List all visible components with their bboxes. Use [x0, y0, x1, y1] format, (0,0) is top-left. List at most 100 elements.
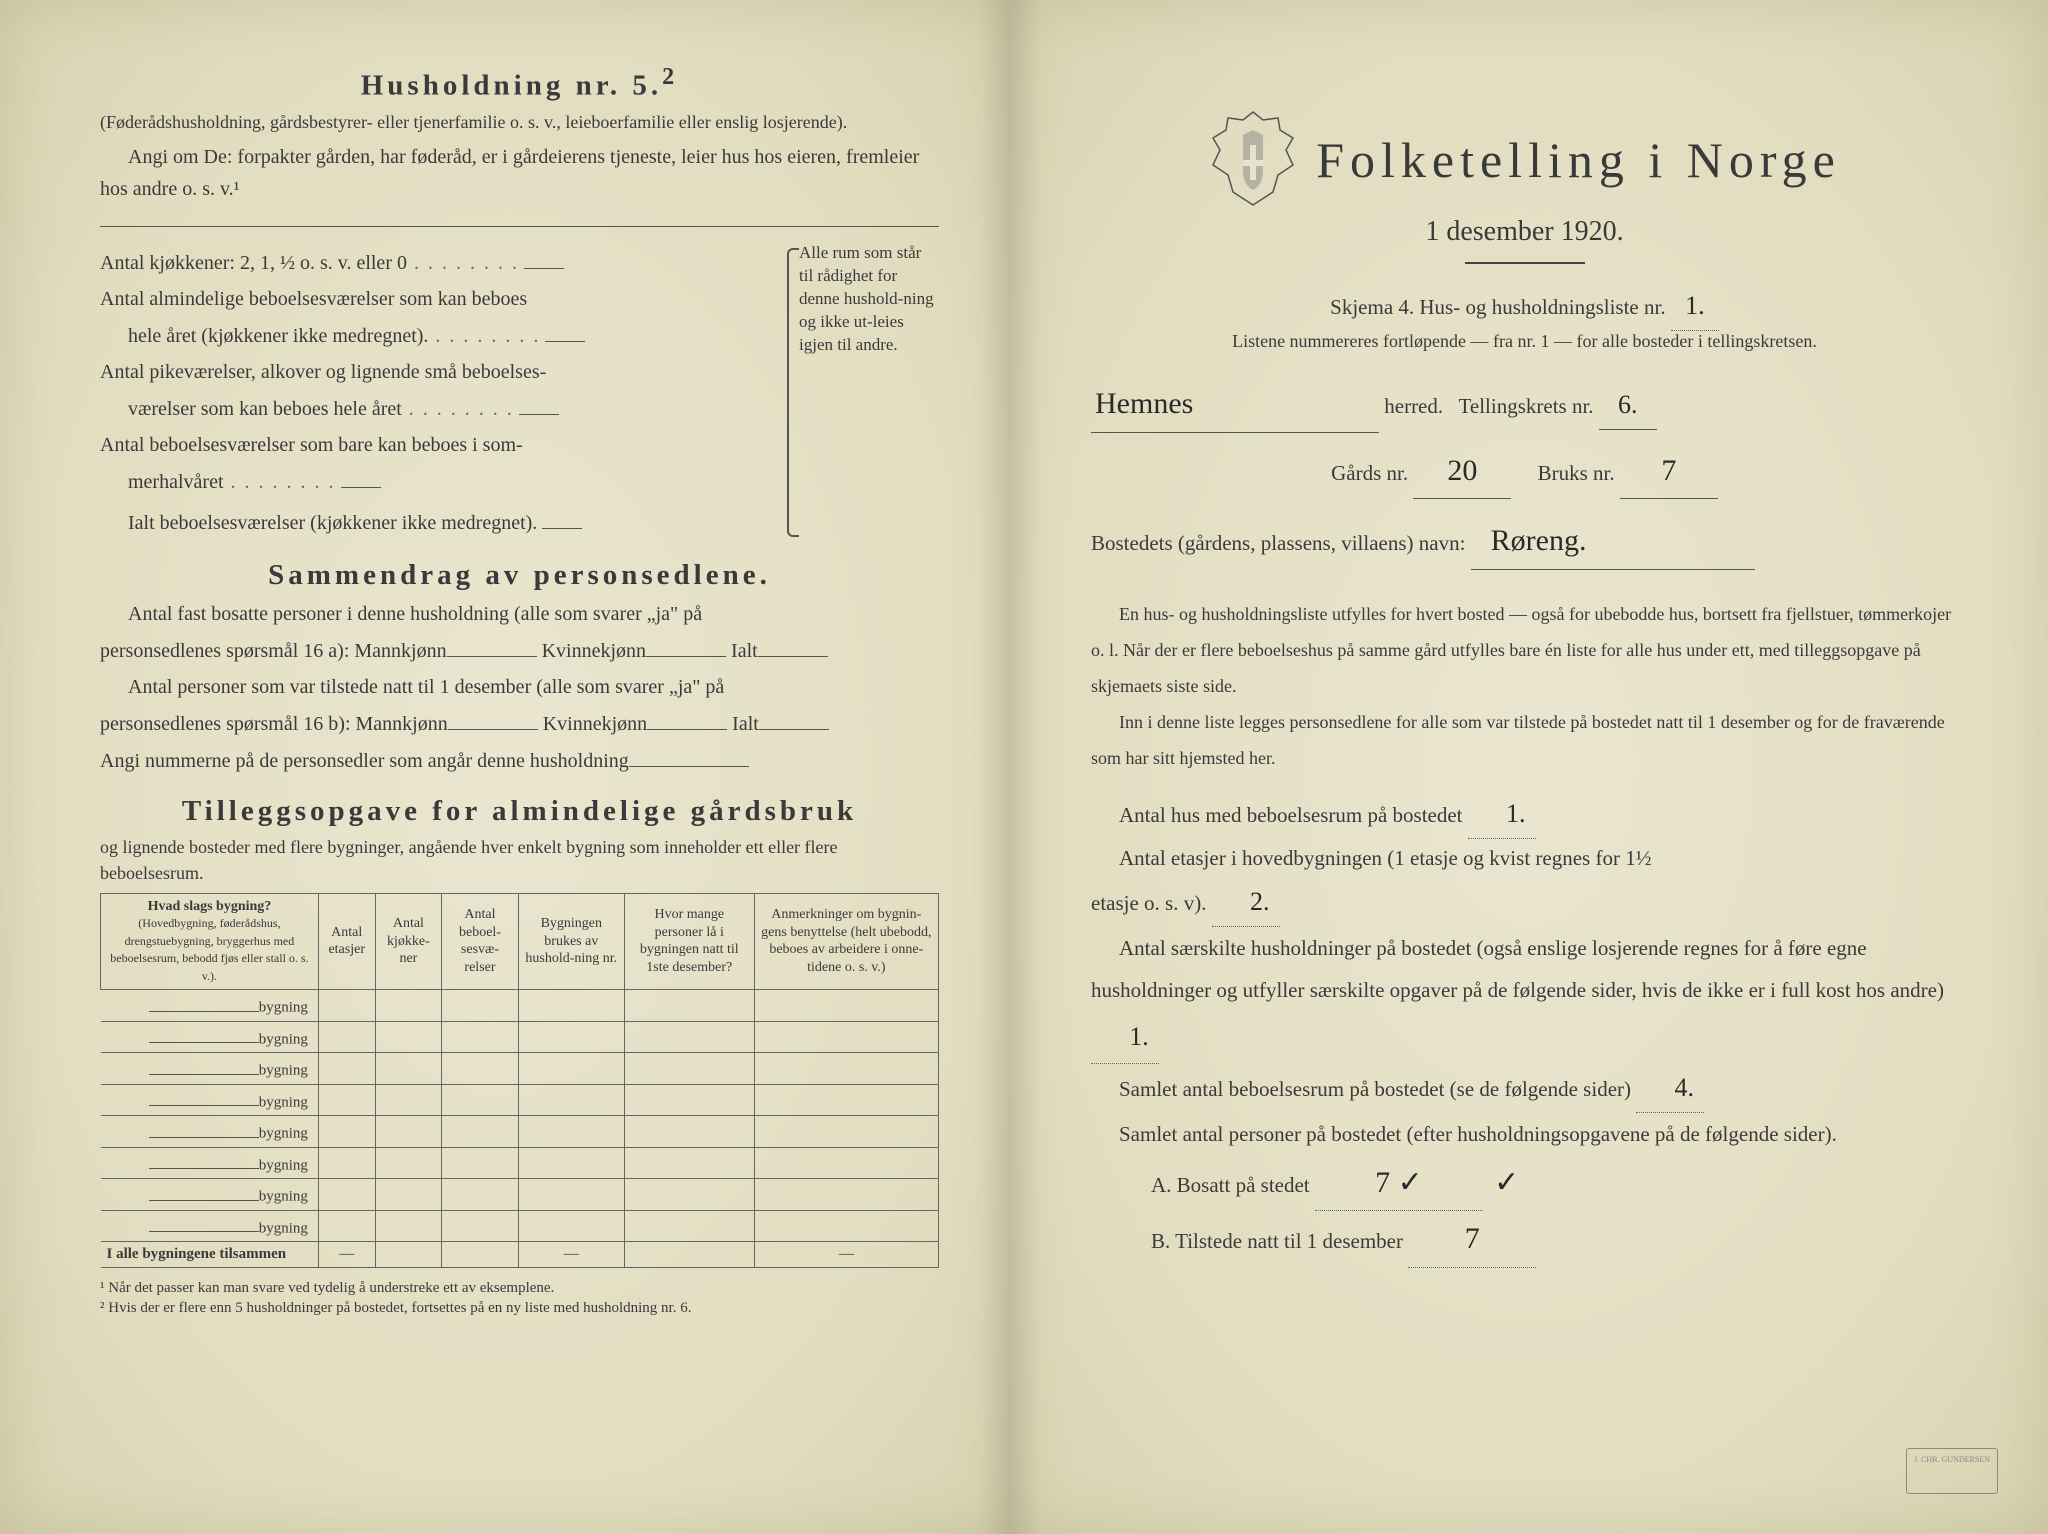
tillegg-sub: og lignende bosteder med flere bygninger… — [100, 834, 939, 886]
summary-p1a: Antal fast bosatte personer i denne hush… — [100, 598, 939, 630]
herred-value: Hemnes — [1091, 376, 1379, 433]
summary-k2: Kvinnekjønn — [543, 713, 647, 735]
summary-p1b: personsedlenes spørsmål 16 a): Mannkjønn… — [100, 634, 939, 667]
left-page: Husholdning nr. 5.2 (Føderådshusholdning… — [0, 0, 1010, 1534]
th-bygning: Hvad slags bygning? (Hovedbygning, føder… — [101, 893, 319, 990]
summary-p2b: personsedlenes spørsmål 16 b): Mannkjønn… — [100, 707, 939, 740]
rooms-l5: Ialt beboelsesværelser (kjøkkener ikke m… — [100, 506, 787, 539]
table-row: bygning — [101, 1084, 939, 1116]
body-p2: Inn i denne liste legges personsedlene f… — [1091, 704, 1958, 776]
rooms-l4b: merhalvåret — [100, 465, 787, 498]
left-heading: Husholdning nr. 5.2 — [100, 63, 939, 103]
qa-line: A. Bosatt på stedet 7 ✓ ✓ — [1151, 1155, 1958, 1212]
table-row: bygning — [101, 1210, 939, 1242]
rooms-l1-text: Antal kjøkkener: 2, 1, ½ o. s. v. eller … — [100, 252, 407, 274]
herred-label: herred. — [1384, 394, 1443, 418]
main-title: Folketelling i Norge — [1316, 131, 1841, 189]
qa-check: ✓ — [1488, 1166, 1525, 1199]
listene-note: Listene nummereres fortløpende — fra nr.… — [1091, 331, 1958, 352]
q1-value: 1. — [1468, 790, 1536, 839]
rooms-l3a: Antal pikeværelser, alkover og lignende … — [100, 356, 787, 388]
q2b-label: etasje o. s. v). — [1091, 891, 1206, 915]
bostedet-line: Bostedets (gårdens, plassens, villaens) … — [1091, 513, 1958, 570]
th-bygning-sub: (Hovedbygning, føderådshus, drengstuebyg… — [110, 916, 308, 983]
tk-value: 6. — [1599, 381, 1657, 430]
th-etasjer: Antal etasjer — [318, 893, 375, 990]
rooms-l4a: Antal beboelsesværelser som bare kan beb… — [100, 429, 787, 461]
summary-heading: Sammendrag av personsedlene. — [100, 559, 939, 592]
table-row: bygning — [101, 1179, 939, 1211]
summary-p3: Angi nummerne på de personsedler som ang… — [100, 744, 939, 777]
th-kjokken: Antal kjøkke-ner — [375, 893, 442, 990]
document-spread: Husholdning nr. 5.2 (Føderådshusholdning… — [0, 0, 2048, 1534]
rooms-l1: Antal kjøkkener: 2, 1, ½ o. s. v. eller … — [100, 246, 787, 279]
th-personer: Hvor mange personer lå i bygningen natt … — [624, 893, 754, 990]
summary-p2b-text: personsedlenes spørsmål 16 b): Mannkjønn — [100, 713, 448, 735]
table-row: bygning — [101, 1116, 939, 1148]
q1-line: Antal hus med beboelsesrum på bostedet 1… — [1091, 790, 1958, 839]
coat-of-arms-icon — [1208, 110, 1298, 210]
subtitle-date: 1 desember 1920. — [1091, 216, 1958, 248]
summary-k1: Kvinnekjønn — [542, 640, 646, 662]
footnote-1: ¹ Når det passer kan man svare ved tydel… — [100, 1278, 939, 1298]
brace-note: Alle rum som står til rådighet for denne… — [787, 242, 939, 543]
title-rule — [1465, 262, 1585, 264]
th-brukes: Bygningen brukes av hushold-ning nr. — [518, 893, 624, 990]
q3-value: 1. — [1091, 1011, 1159, 1064]
total-dash: — — [318, 1242, 375, 1268]
summary-p1b-text: personsedlenes spørsmål 16 a): Mannkjønn — [100, 640, 447, 662]
q1-label: Antal hus med beboelsesrum på bostedet — [1119, 803, 1463, 827]
footnote-2: ² Hvis der er flere enn 5 husholdninger … — [100, 1298, 939, 1318]
heading-text: Husholdning nr. 5. — [361, 70, 662, 102]
tk-label: Tellingskrets nr. — [1459, 394, 1594, 418]
rooms-l5-text: Ialt beboelsesværelser (kjøkkener ikke m… — [128, 512, 537, 534]
table-row: bygning — [101, 1021, 939, 1053]
rooms-l2b: hele året (kjøkkener ikke medregnet). — [100, 319, 787, 352]
rooms-l3b: værelser som kan beboes hele året — [100, 392, 787, 425]
q4-value: 4. — [1636, 1064, 1704, 1113]
qb-line: B. Tilstede natt til 1 desember 7 — [1151, 1211, 1958, 1268]
q4-line: Samlet antal beboelsesrum på bostedet (s… — [1091, 1064, 1958, 1113]
rooms-l2b-text: hele året (kjøkkener ikke medregnet). — [128, 325, 428, 347]
tillegg-heading: Tilleggsopgave for almindelige gårdsbruk — [100, 795, 939, 828]
q3-line: Antal særskilte husholdninger på bostede… — [1091, 927, 1958, 1064]
intro-instruction: Angi om De: forpakter gården, har føderå… — [100, 141, 939, 205]
q4-label: Samlet antal beboelsesrum på bostedet (s… — [1119, 1077, 1631, 1101]
gards-line: Gårds nr. 20 Bruks nr. 7 — [1091, 443, 1958, 500]
bruks-value: 7 — [1620, 443, 1718, 500]
qa-label: A. Bosatt på stedet — [1151, 1173, 1310, 1197]
footnotes: ¹ Når det passer kan man svare ved tydel… — [100, 1278, 939, 1319]
printer-stamp: J. CHR. GUNDERSEN — [1906, 1448, 1998, 1494]
q5-line: Samlet antal personer på bostedet (efter… — [1091, 1113, 1958, 1155]
rooms-block: Antal kjøkkener: 2, 1, ½ o. s. v. eller … — [100, 242, 939, 543]
qa-value: 7 ✓ — [1315, 1155, 1483, 1212]
table-row: bygning — [101, 990, 939, 1022]
summary-ialt1: Ialt — [731, 640, 758, 662]
gards-label: Gårds nr. — [1331, 461, 1408, 485]
total-row-label: I alle bygningene tilsammen — [101, 1242, 319, 1268]
fill-line — [100, 209, 939, 228]
total-dash2: — — [518, 1242, 624, 1268]
intro-paren: (Føderådshusholdning, gårdsbestyrer- ell… — [100, 109, 939, 135]
rooms-l4b-text: merhalvåret — [128, 471, 224, 493]
th-bygning-title: Hvad slags bygning? — [148, 899, 272, 914]
q3-label: Antal særskilte husholdninger på bostede… — [1091, 936, 1944, 1002]
skjema-value: 1. — [1671, 282, 1719, 331]
q2-value: 2. — [1212, 878, 1280, 927]
th-beboelse: Antal beboel-sesvæ-relser — [442, 893, 519, 990]
title-block: Folketelling i Norge 1 desember 1920. — [1091, 110, 1958, 264]
bruks-label: Bruks nr. — [1538, 461, 1615, 485]
rooms-l2a: Antal almindelige beboelsesværelser som … — [100, 283, 787, 315]
heading-sup: 2 — [662, 63, 678, 90]
table-row: bygning — [101, 1053, 939, 1085]
body-p1: En hus- og husholdningsliste utfylles fo… — [1091, 596, 1958, 704]
qb-value: 7 — [1408, 1211, 1536, 1268]
rooms-l3b-text: værelser som kan beboes hele året — [128, 398, 402, 420]
summary-p3-text: Angi nummerne på de personsedler som ang… — [100, 750, 629, 772]
building-table: Hvad slags bygning? (Hovedbygning, føder… — [100, 893, 939, 1269]
th-anmerkninger: Anmerkninger om bygnin-gens benyttelse (… — [754, 893, 938, 990]
gards-value: 20 — [1413, 443, 1511, 500]
q2a-label: Antal etasjer i hovedbygningen (1 etasje… — [1119, 846, 1651, 870]
total-dash3: — — [754, 1242, 938, 1268]
bostedet-value: Røreng. — [1471, 513, 1755, 570]
